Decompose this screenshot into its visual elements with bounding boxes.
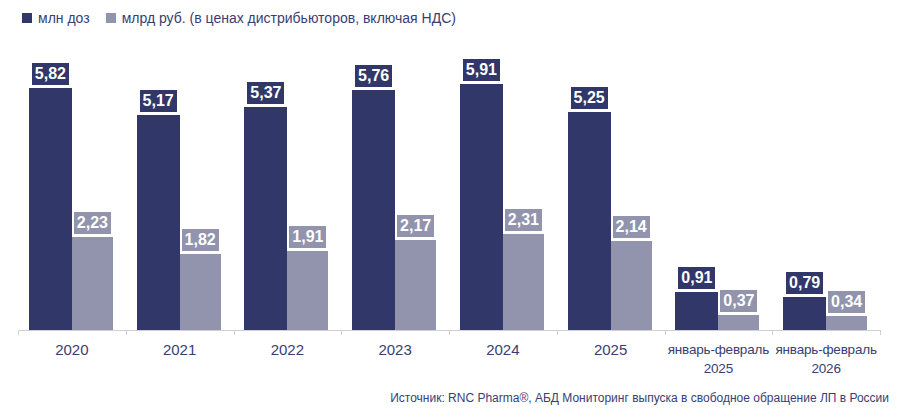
value-label-series1-4: 5,91 [463,59,500,81]
value-label-series2-5: 2,14 [613,216,650,238]
chart-root: млн доз млрд руб. (в ценах дистрибьюторов… [0,0,900,419]
legend-item-1: млрд руб. (в ценах дистрибьюторов, включ… [106,10,456,26]
value-label-series2-4: 2,31 [505,209,542,231]
value-label-series1-7: 0,79 [786,272,823,294]
x-axis-tick [234,330,235,335]
source-note: Источник: RNC Pharma®, АБД Мониторинг вы… [390,391,889,405]
x-axis-tick [880,330,881,335]
bar-series1-1 [137,115,180,330]
value-label-series1-2: 5,37 [247,82,284,104]
legend: млн доз млрд руб. (в ценах дистрибьюторов… [22,10,456,26]
value-label-series2-6: 0,37 [720,290,757,312]
x-axis-tick [341,330,342,335]
legend-swatch-1 [106,13,116,23]
bar-series2-7 [826,316,867,330]
value-label-series2-0: 2,23 [74,212,111,234]
bar-series1-7 [783,297,826,330]
bar-series2-4 [503,234,544,330]
bar-series2-5 [611,241,652,330]
legend-label-1: млрд руб. (в ценах дистрибьюторов, включ… [122,10,456,26]
legend-label-0: млн доз [38,10,90,26]
bar-series1-4 [460,84,503,330]
x-axis-tick [557,330,558,335]
bar-series2-6 [718,315,759,330]
x-axis-tick [665,330,666,335]
value-label-series1-3: 5,76 [355,65,392,87]
value-label-series2-1: 1,82 [182,229,219,251]
x-axis-tick [126,330,127,335]
value-label-series1-6: 0,91 [678,267,715,289]
legend-swatch-0 [22,13,32,23]
bar-series2-2 [287,251,328,330]
bar-series1-6 [675,292,718,330]
bar-series1-2 [244,107,287,330]
value-label-series2-7: 0,34 [828,291,865,313]
bar-series2-0 [72,237,113,330]
bar-series2-1 [180,254,221,330]
value-label-series1-5: 5,25 [571,87,608,109]
bar-series1-5 [568,112,611,330]
x-axis-label-7: январь-февраль2026 [756,340,896,378]
value-label-series1-0: 5,82 [32,63,69,85]
bar-series1-0 [29,88,72,330]
value-label-series2-2: 1,91 [289,226,326,248]
value-label-series2-3: 2,17 [397,215,434,237]
legend-item-0: млн доз [22,10,90,26]
bar-series2-3 [395,240,436,330]
x-axis-tick [449,330,450,335]
x-axis-tick [772,330,773,335]
value-label-series1-1: 5,17 [140,90,177,112]
x-axis-tick [18,330,19,335]
bar-series1-3 [352,90,395,330]
